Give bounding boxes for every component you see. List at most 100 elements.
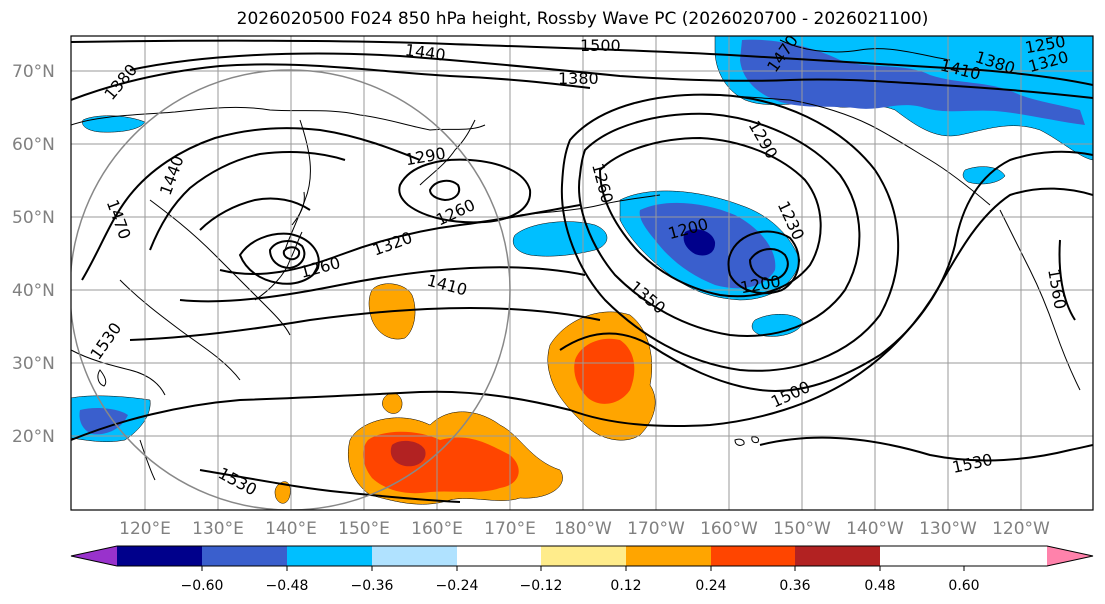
colorbar-tick-label: 0.24 — [695, 578, 726, 594]
height-contour — [560, 93, 900, 372]
height-contour — [71, 39, 1093, 86]
longitude-label: 130°W — [919, 519, 977, 539]
colorbar-segment — [202, 546, 287, 566]
coastline-japan — [291, 191, 305, 226]
height-contour — [129, 306, 601, 341]
colorbar-tick-label: −0.36 — [351, 578, 394, 594]
longitude-label: 140°W — [846, 519, 904, 539]
map-area: 1500 1440 1380 1470 1380 1410 1320 1250 … — [71, 32, 1093, 510]
height-contour — [727, 230, 800, 295]
colorbar-tick-label: −0.48 — [266, 578, 309, 594]
colorbar-segment — [287, 546, 372, 566]
coastline-asia — [149, 199, 291, 336]
latitude-label: 70°N — [12, 62, 55, 82]
latitude-label: 60°N — [12, 135, 55, 155]
colorbar-segment — [541, 546, 626, 566]
longitude-label: 150°W — [773, 519, 831, 539]
great-circle-ring — [71, 69, 511, 510]
height-contour — [199, 197, 311, 231]
colorbar-extend-left — [71, 546, 117, 566]
height-contour — [428, 179, 461, 202]
latitude-label: 50°N — [12, 208, 55, 228]
shaded-anomalies — [71, 36, 1093, 505]
coastline-kamchatka — [419, 119, 476, 186]
coastline-aleutians — [519, 194, 661, 216]
colorbar-tick-label: 0.48 — [864, 578, 895, 594]
colorbar-tick-label: −0.12 — [520, 578, 563, 594]
negative-anomaly-region — [512, 221, 608, 257]
longitude-label: 150°E — [338, 519, 390, 539]
coastline-hawaii — [734, 438, 745, 446]
contour-label: 1250 — [1024, 32, 1067, 58]
positive-anomaly-region — [574, 338, 635, 404]
coastline-alaska — [699, 94, 991, 206]
colorbar-extend-right — [1047, 546, 1093, 566]
coastline-taiwan — [97, 369, 107, 387]
coastline-arctic — [779, 39, 951, 61]
latitude-label: 30°N — [12, 354, 55, 374]
colorbar: −0.60 −0.48 −0.36 −0.24 −0.12 0.12 0.24 … — [70, 545, 1094, 594]
height-contour — [219, 204, 581, 275]
coastline-hawaii — [751, 436, 759, 444]
colorbar-segment — [795, 546, 880, 566]
colorbar-segment — [626, 546, 711, 566]
positive-anomaly-core — [390, 440, 426, 467]
height-contour — [129, 52, 1093, 99]
latitude-label: 40°N — [12, 281, 55, 301]
longitude-label: 170°E — [484, 519, 536, 539]
colorbar-segment — [457, 546, 541, 566]
height-contour — [199, 469, 461, 503]
longitude-label: 160°E — [411, 519, 463, 539]
coastline-north-america — [999, 209, 1081, 391]
height-contours — [71, 39, 1093, 503]
positive-anomaly-region — [274, 481, 291, 504]
height-contour — [179, 266, 586, 303]
height-contour — [149, 151, 346, 251]
map-title: 2026020500 F024 850 hPa height, Rossby W… — [236, 9, 929, 29]
latitude-label: 20°N — [12, 427, 55, 447]
height-contour — [398, 158, 532, 224]
colorbar-outline — [70, 545, 1094, 567]
longitude-label: 180°W — [554, 519, 612, 539]
negative-anomaly-region — [82, 115, 146, 133]
contour-label: 1380 — [558, 69, 599, 88]
colorbar-segment — [711, 546, 795, 566]
height-contour — [71, 63, 591, 101]
contour-label: 1500 — [580, 36, 621, 55]
longitude-label: 170°W — [627, 519, 685, 539]
coastline-philippines — [139, 439, 156, 481]
colorbar-tick-labels: −0.60 −0.48 −0.36 −0.24 −0.12 0.12 0.24 … — [181, 578, 980, 594]
height-contour — [71, 187, 1093, 441]
latitude-labels: 70°N 60°N 50°N 40°N 30°N 20°N — [12, 62, 55, 447]
negative-anomaly-region — [751, 314, 804, 337]
colorbar-tick-label: 0.36 — [779, 578, 810, 594]
coastline-asia — [71, 106, 486, 131]
colorbar-tick-label: −0.24 — [436, 578, 479, 594]
map-frame — [70, 35, 1094, 511]
colorbar-tick-label: 0.12 — [610, 578, 641, 594]
colorbar-tick-label: −0.60 — [181, 578, 224, 594]
height-contour — [759, 436, 1093, 462]
colorbar-segment — [372, 546, 457, 566]
height-contour — [81, 127, 421, 281]
longitude-label: 120°E — [119, 519, 171, 539]
graticule — [71, 36, 1093, 510]
height-contour — [1058, 239, 1076, 321]
height-contour — [598, 136, 822, 298]
height-contour — [559, 150, 1093, 392]
longitude-label: 120°W — [992, 519, 1050, 539]
height-contour — [578, 112, 861, 337]
colorbar-segment — [117, 546, 202, 566]
longitude-labels: 120°E 130°E 140°E 150°E 160°E 170°E 180°… — [119, 519, 1050, 539]
height-contour — [282, 246, 301, 261]
longitude-label: 140°E — [265, 519, 317, 539]
negative-anomaly-region — [79, 407, 128, 435]
longitude-label: 160°W — [700, 519, 758, 539]
colorbar-ticks — [201, 566, 965, 571]
height-contour — [238, 232, 320, 285]
longitude-label: 130°E — [192, 519, 244, 539]
coastline-asia — [71, 349, 166, 396]
height-contour — [268, 240, 306, 270]
height-contour — [748, 248, 789, 282]
